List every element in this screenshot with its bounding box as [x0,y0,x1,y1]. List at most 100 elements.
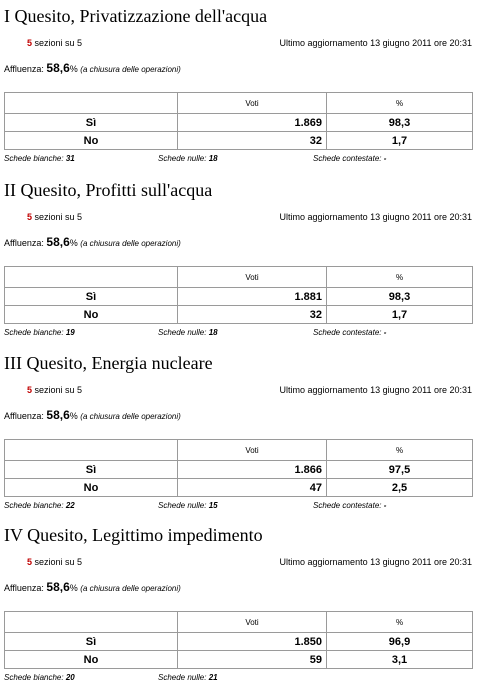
update-time: Ultimo aggiornamento 13 giugno 2011 ore … [279,212,472,222]
result-cell: 32 [177,305,327,324]
results-table: Voti% Sì 1.881 98,3 No 32 1,7 [4,266,473,324]
footer-stat: Schede contestate: - [313,154,386,163]
update-time: Ultimo aggiornamento 13 giugno 2011 ore … [279,557,472,567]
result-cell: 96,9 [326,632,473,651]
footer-value: 31 [65,154,75,163]
footer-label: Schede bianche: [4,154,64,163]
result-cell: 1,7 [326,305,473,324]
affluenza: Affluenza: 58,6% (a chiusura delle opera… [4,408,181,422]
affluenza-note: (a chiusura delle operazioni) [80,65,181,74]
results-table: Voti% Sì 1.850 96,9 No 59 3,1 [4,611,473,669]
affluenza-unit: % [69,238,78,248]
header-cell: Voti [177,266,327,288]
footer-value: 15 [208,501,218,510]
affluenza-note: (a chiusura delle operazioni) [80,584,181,593]
header-cell: Voti [177,92,327,114]
affluenza-value: 58,6 [46,235,70,249]
sezioni-count: 5 [27,212,33,222]
footer-label: Schede bianche: [4,673,64,682]
footer-value: - [383,501,387,510]
result-cell: 1.881 [177,287,327,306]
footer-stat: Schede nulle: 21 [158,673,218,682]
result-cell: 98,3 [326,287,473,306]
header-cell: Voti [177,611,327,633]
footer-stat: Schede bianche: 31 [4,154,75,163]
affluenza-note: (a chiusura delle operazioni) [80,239,181,248]
result-cell: No [4,478,178,497]
footer-value: 19 [65,328,75,337]
footer-value: 20 [65,673,75,682]
sezioni-text: sezioni su 5 [34,38,83,48]
result-cell: 47 [177,478,327,497]
affluenza-value: 58,6 [46,408,70,422]
result-cell: Sì [4,632,178,651]
update-time: Ultimo aggiornamento 13 giugno 2011 ore … [279,38,472,48]
affluenza-label: Affluenza: [4,64,44,74]
header-cell: % [326,611,473,633]
footer-label: Schede contestate: [313,154,382,163]
footer-label: Schede nulle: [158,501,207,510]
sezioni-count: 5 [27,557,33,567]
affluenza: Affluenza: 58,6% (a chiusura delle opera… [4,580,181,594]
result-cell: Sì [4,287,178,306]
header-cell [4,611,178,633]
header-cell [4,266,178,288]
footer-label: Schede bianche: [4,328,64,337]
affluenza-value: 58,6 [46,580,70,594]
result-cell: 3,1 [326,650,473,669]
sezioni: 5 sezioni su 5 [27,385,82,395]
result-cell: No [4,650,178,669]
header-cell: % [326,92,473,114]
section: II Quesito, Profitti sull'acqua 5 sezioni… [0,178,480,350]
sezioni-count: 5 [27,385,33,395]
footer-stat: Schede contestate: - [313,328,386,337]
header-cell: % [326,266,473,288]
result-cell: 2,5 [326,478,473,497]
header-row: Voti% [4,611,473,633]
section: IV Quesito, Legittimo impedimento 5 sezio… [0,523,480,695]
affluenza: Affluenza: 58,6% (a chiusura delle opera… [4,61,181,75]
result-cell: Sì [4,113,178,132]
result-cell: 1.866 [177,460,327,479]
result-row: Sì 1.850 96,9 [4,632,473,651]
footer-stat: Schede nulle: 18 [158,328,218,337]
footer-value: - [383,328,387,337]
result-row: Sì 1.869 98,3 [4,113,473,132]
footer-value: 22 [65,501,75,510]
result-cell: 1.850 [177,632,327,651]
result-cell: 1.869 [177,113,327,132]
header-cell: Voti [177,439,327,461]
sezioni-count: 5 [27,38,33,48]
result-cell: 1,7 [326,131,473,150]
affluenza-label: Affluenza: [4,583,44,593]
section-title: I Quesito, Privatizzazione dell'acqua [4,6,268,26]
footer-stat: Schede nulle: 15 [158,501,218,510]
footer-label: Schede contestate: [313,328,382,337]
footer-stat: Schede bianche: 20 [4,673,75,682]
header-row: Voti% [4,266,473,288]
sezioni: 5 sezioni su 5 [27,38,82,48]
header-cell [4,439,178,461]
sezioni: 5 sezioni su 5 [27,212,82,222]
footer-value: 21 [208,673,218,682]
result-row: No 32 1,7 [4,305,473,324]
footer-value: 18 [208,154,218,163]
affluenza-unit: % [69,64,78,74]
section: I Quesito, Privatizzazione dell'acqua 5 s… [0,4,480,176]
footer-label: Schede nulle: [158,328,207,337]
result-cell: 97,5 [326,460,473,479]
footer-stat: Schede bianche: 19 [4,328,75,337]
result-cell: 32 [177,131,327,150]
results-table: Voti% Sì 1.869 98,3 No 32 1,7 [4,92,473,150]
footer-value: 18 [208,328,218,337]
affluenza-unit: % [69,583,78,593]
header-row: Voti% [4,439,473,461]
affluenza-unit: % [69,411,78,421]
section-title: II Quesito, Profitti sull'acqua [4,180,213,200]
footer-stat: Schede bianche: 22 [4,501,75,510]
affluenza-note: (a chiusura delle operazioni) [80,412,181,421]
result-cell: 59 [177,650,327,669]
header-row: Voti% [4,92,473,114]
footer-label: Schede bianche: [4,501,64,510]
result-row: Sì 1.866 97,5 [4,460,473,479]
